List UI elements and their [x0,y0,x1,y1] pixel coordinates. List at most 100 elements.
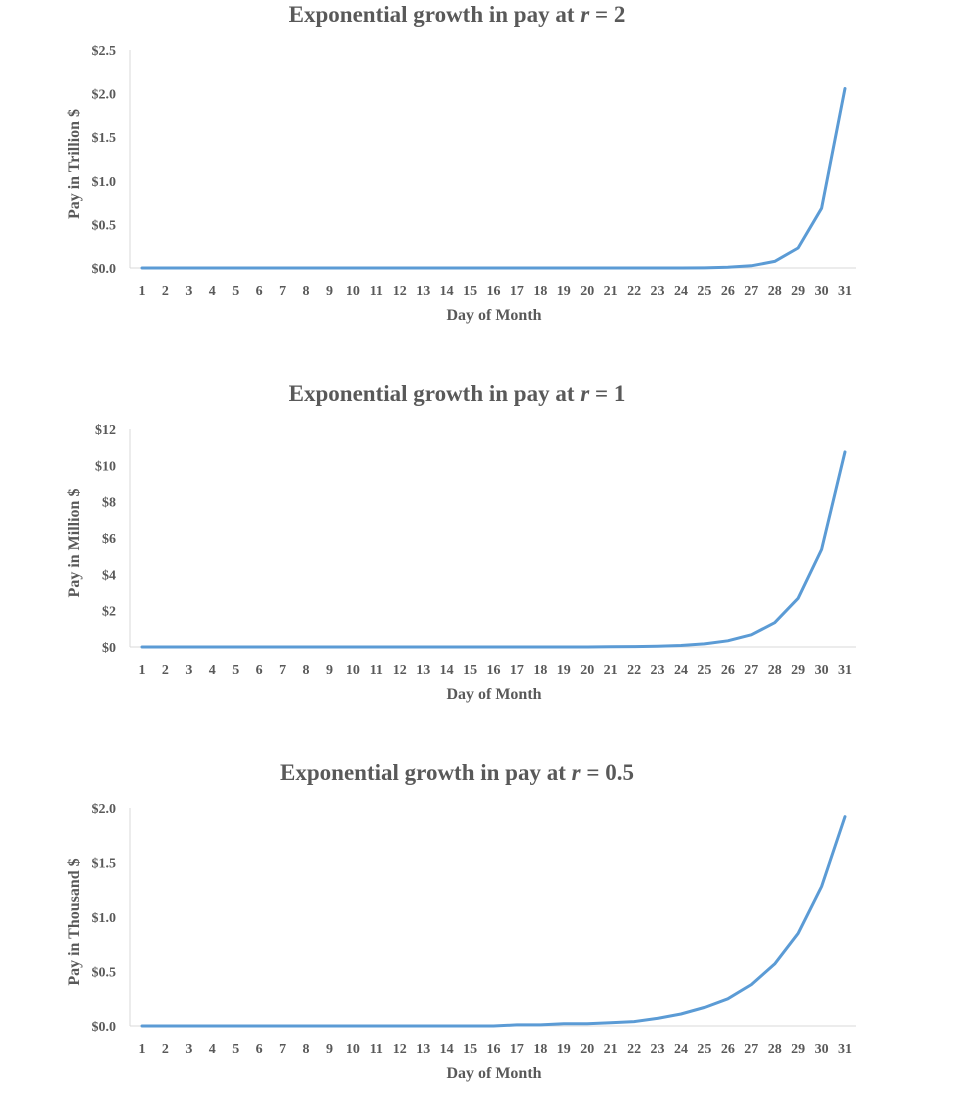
chart-panel-r05: Exponential growth in pay at r = 0.5 $0.0… [0,758,957,1118]
x-tick-label: 29 [791,1042,805,1057]
y-tick-label: $0.5 [92,966,117,981]
x-tick-label: 31 [838,1042,852,1057]
x-tick-label: 29 [791,284,805,299]
x-tick-label: 23 [651,284,665,299]
x-tick-label: 23 [651,1042,665,1057]
x-tick-label: 19 [557,284,571,299]
x-tick-label: 7 [279,1042,286,1057]
x-tick-label: 6 [256,284,263,299]
x-tick-label: 17 [510,284,524,299]
x-tick-label: 8 [303,663,310,678]
y-tick-label: $1.5 [92,131,117,146]
x-tick-label: 24 [674,284,688,299]
x-tick-label: 16 [487,663,501,678]
x-tick-label: 20 [580,663,594,678]
x-axis-label: Day of Month [446,1065,541,1082]
x-tick-label: 24 [674,1042,688,1057]
chart-title: Exponential growth in pay at r = 1 [289,381,626,406]
x-tick-label: 8 [303,284,310,299]
series-line [140,815,847,1028]
x-tick-label: 2 [162,663,169,678]
series-line [140,87,847,270]
chart-title: Exponential growth in pay at r = 2 [289,2,626,27]
x-tick-label: 22 [627,284,641,299]
chart-svg: Exponential growth in pay at r = 2 $0.0 $0… [66,2,856,324]
x-tick-label: 27 [744,1042,758,1057]
x-tick-label: 28 [768,284,782,299]
x-tick-label: 5 [232,284,239,299]
x-tick-label: 14 [440,1042,454,1057]
chart-title: Exponential growth in pay at r = 0.5 [280,760,634,785]
x-tick-label: 15 [463,284,477,299]
x-tick-label: 5 [232,1042,239,1057]
y-tick-label: $1.0 [92,911,117,926]
x-tick-label: 11 [370,284,383,299]
x-tick-label: 26 [721,284,735,299]
x-tick-label: 1 [139,284,146,299]
x-tick-label: 17 [510,663,524,678]
x-tick-label: 3 [185,663,192,678]
x-tick-label: 27 [744,284,758,299]
x-tick-label: 16 [487,1042,501,1057]
y-tick-label: $1.5 [92,857,117,872]
x-tick-label: 21 [604,663,618,678]
x-tick-label: 15 [463,1042,477,1057]
x-tick-label: 10 [346,284,360,299]
y-tick-label: $6 [102,532,116,547]
x-tick-label: 18 [533,284,547,299]
x-tick-label: 17 [510,1042,524,1057]
x-tick-label: 4 [209,284,216,299]
y-axis-label: Pay in Million $ [66,489,83,598]
y-tick-label: $0.5 [92,218,117,233]
x-tick-label: 31 [838,284,852,299]
x-tick-label: 3 [185,284,192,299]
x-tick-label: 6 [256,1042,263,1057]
x-tick-label: 25 [697,663,711,678]
y-tick-label: $2.0 [92,802,117,817]
x-tick-label: 30 [815,1042,829,1057]
y-tick-label: $4 [102,568,116,583]
x-tick-label: 5 [232,663,239,678]
y-tick-label: $8 [102,496,116,511]
y-tick-label: $1.0 [92,175,117,190]
x-tick-label: 2 [162,1042,169,1057]
chart-panel-r1: Exponential growth in pay at r = 1 $0 $2 $4… [0,379,957,739]
x-tick-label: 10 [346,1042,360,1057]
chart-svg: Exponential growth in pay at r = 0.5 $0.0… [66,760,856,1082]
x-tick-label: 1 [139,1042,146,1057]
y-tick-label: $2.0 [92,88,117,103]
x-tick-label: 30 [815,284,829,299]
x-tick-label: 23 [651,663,665,678]
y-tick-label: $0.0 [92,262,117,277]
x-tick-label: 26 [721,663,735,678]
x-tick-label: 22 [627,1042,641,1057]
x-tick-label: 12 [393,663,407,678]
y-tick-label: $12 [95,423,116,438]
x-tick-label: 14 [440,663,454,678]
series-line [140,450,847,649]
y-tick-label: $10 [95,459,116,474]
x-tick-label: 1 [139,663,146,678]
y-tick-label: $0.0 [92,1020,117,1035]
x-tick-label: 21 [604,284,618,299]
x-tick-label: 31 [838,663,852,678]
x-tick-label: 4 [209,1042,216,1057]
x-tick-label: 26 [721,1042,735,1057]
x-tick-label: 20 [580,1042,594,1057]
x-tick-label: 28 [768,663,782,678]
x-tick-label: 10 [346,663,360,678]
x-tick-label: 9 [326,663,333,678]
x-tick-label: 15 [463,663,477,678]
y-tick-label: $2.5 [92,44,117,59]
x-tick-label: 13 [416,663,430,678]
x-tick-label: 16 [487,284,501,299]
x-tick-label: 9 [326,284,333,299]
x-tick-label: 7 [279,284,286,299]
x-tick-label: 13 [416,1042,430,1057]
x-tick-label: 3 [185,1042,192,1057]
x-tick-label: 11 [370,1042,383,1057]
y-tick-label: $0 [102,641,116,656]
x-tick-label: 2 [162,284,169,299]
x-tick-label: 12 [393,1042,407,1057]
x-axis-label: Day of Month [446,686,541,703]
